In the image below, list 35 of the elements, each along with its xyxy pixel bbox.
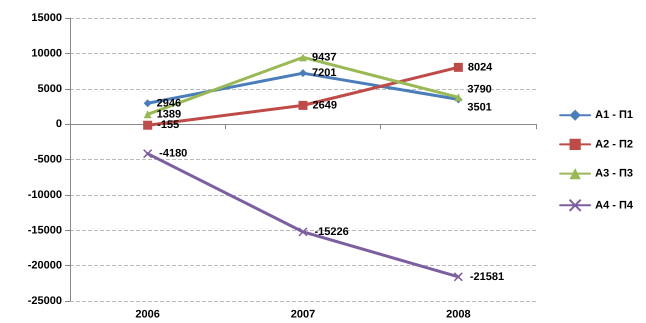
y-tick-label: -20000	[28, 260, 62, 272]
data-label: 3790	[467, 83, 492, 96]
x-tick-label: 2008	[446, 308, 471, 320]
x-tick-label: 2006	[135, 308, 160, 320]
point	[454, 62, 463, 72]
x-tick-label: 2007	[290, 308, 316, 320]
y-tick-label: 15000	[31, 12, 62, 24]
data-label: 9437	[312, 51, 336, 64]
data-label: 8024	[468, 61, 494, 74]
legend-label: А3 - П3	[595, 168, 634, 180]
point	[142, 148, 152, 158]
legend-label: А2 - П2	[595, 138, 634, 150]
legend-label: А1 - П1	[595, 109, 634, 122]
data-label: 2649	[312, 99, 337, 112]
y-tick-label: -10000	[28, 188, 62, 201]
y-tick-label: 5000	[38, 82, 62, 95]
data-label: -15226	[314, 226, 349, 238]
point	[299, 53, 307, 62]
data-label: 1389	[156, 108, 182, 120]
point	[298, 100, 308, 110]
point	[454, 272, 464, 282]
y-tick-label: 0	[56, 118, 62, 130]
y-tick-label: -25000	[28, 295, 62, 307]
legend-label: А4 - П4	[595, 199, 634, 212]
data-label: 3501	[467, 101, 492, 114]
point	[143, 120, 152, 130]
y-tick-label: -5000	[34, 154, 62, 166]
data-label: -21581	[470, 270, 504, 283]
point	[298, 227, 308, 237]
y-tick-label: 10000	[31, 47, 62, 60]
point	[144, 99, 152, 108]
point	[144, 110, 152, 118]
point	[299, 69, 307, 78]
y-tick-label: -15000	[28, 224, 62, 236]
data-label: -4180	[159, 148, 188, 160]
